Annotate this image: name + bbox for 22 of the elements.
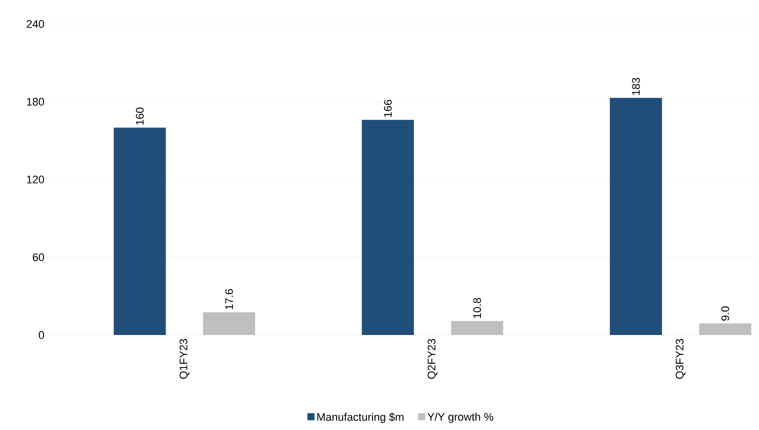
y-tick-label: 0 — [38, 331, 44, 339]
legend-label: Y/Y growth % — [427, 412, 494, 423]
data-label: 17.6 — [225, 289, 233, 310]
x-tick-label: Q2FY23 — [428, 339, 438, 379]
bar — [362, 120, 414, 335]
y-tick-label: 240 — [26, 20, 44, 28]
x-tick-label: Q3FY23 — [676, 339, 686, 379]
bar — [610, 98, 662, 335]
data-label: 10.8 — [473, 298, 482, 318]
legend-label: Manufacturing $m — [317, 412, 404, 423]
y-tick-label: 180 — [27, 98, 44, 106]
bar — [451, 321, 504, 335]
bar — [114, 128, 166, 335]
x-tick-label: Q1FY23 — [180, 339, 190, 379]
y-tick-label: 120 — [27, 176, 44, 184]
data-label: 183 — [632, 78, 640, 95]
data-label: 9.0 — [721, 306, 730, 321]
data-label: 166 — [384, 100, 392, 117]
bar — [203, 312, 256, 335]
bar — [699, 323, 752, 335]
data-label: 160 — [136, 108, 144, 125]
y-tick-label: 60 — [32, 253, 44, 262]
